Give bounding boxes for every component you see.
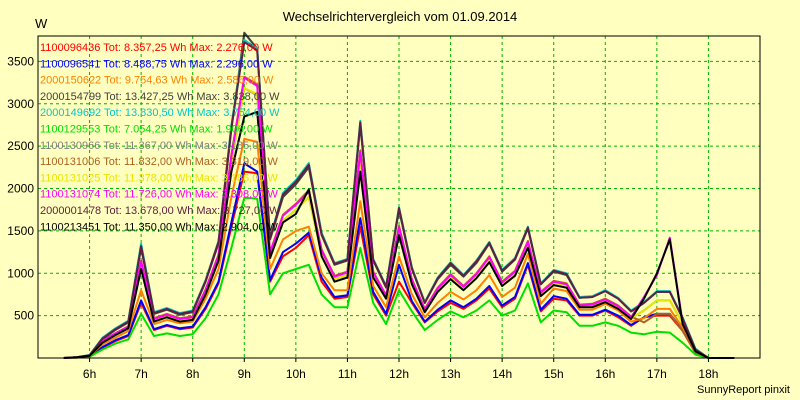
y-tick-label: 500 [14,309,34,323]
grid-lines [38,36,760,358]
legend-entry-1100131025: 1100131025 Tot: 11.378,00 Wh Max: 3.186,… [40,172,279,184]
legend-entry-1100129553: 1100129553 Tot: 7.054,25 Wh Max: 1.906,0… [40,124,273,136]
x-tick-label: 15h [544,367,564,381]
series-line-1100096541 [63,162,735,359]
legend-entry-1100096541: 1100096541 Tot: 8.488,75 Wh Max: 2.296,0… [40,58,273,70]
legend-entry-1100130966: 1100130966 Tot: 11.367,00 Wh Max: 3.185,… [40,140,279,152]
x-tick-label: 16h [595,367,615,381]
legend: 1100096436 Tot: 8.357,25 Wh Max: 2.276,0… [40,42,280,233]
legend-entry-1100213451: 1100213451 Tot: 11.350,00 Wh Max: 2.904,… [40,221,279,233]
x-axis-ticks: 6h 7h 8h 9h 10h 11h 12h 13h 14h 15h 16h 17h 18h [83,358,718,381]
chart-title: Wechselrichtervergleich vom 01.09.2014 [282,9,518,24]
y-tick-label: 2000 [7,182,34,196]
legend-entry-2000149692: 2000149692 Tot: 13.830,50 Wh Max: 3.754,… [40,107,280,119]
x-tick-label: 14h [492,367,512,381]
series-lines [63,31,735,359]
y-axis-ticks: 500 1000 1500 2000 2500 3000 3500 [7,54,34,322]
y-axis-unit: W [35,16,48,31]
legend-entry-1100131074: 1100131074 Tot: 11.726,00 Wh Max: 3.308,… [40,189,279,201]
series-line-1100129553 [63,196,735,359]
x-tick-label: 6h [83,367,96,381]
series-line-1100213451 [63,110,735,359]
credit-label: SunnyReport pinxit [697,384,790,396]
series-line-2000001478 [63,41,735,359]
series-line-1100131074 [63,76,735,359]
x-tick-label: 8h [186,367,199,381]
y-tick-label: 1000 [7,266,34,280]
y-tick-label: 2500 [7,139,34,153]
legend-entry-1100096436: 1100096436 Tot: 8.357,25 Wh Max: 2.276,0… [40,42,273,54]
x-tick-label: 13h [441,367,461,381]
legend-entry-2000154799: 2000154799 Tot: 13.427,25 Wh Max: 3.838,… [40,91,280,103]
x-tick-label: 7h [134,367,147,381]
plot-frame [37,35,761,359]
legend-entry-1100131006: 1100131006 Tot: 11.832,00 Wh Max: 3.319,… [40,156,279,168]
y-tick-label: 3500 [7,54,34,68]
x-tick-label: 11h [338,367,357,381]
x-tick-label: 10h [286,367,306,381]
legend-entry-2000150622: 2000150622 Tot: 9.754,63 Wh Max: 2.586,0… [40,75,274,87]
x-tick-label: 12h [389,367,409,381]
x-tick-label: 9h [238,367,251,381]
x-tick-label: 17h [647,367,667,381]
legend-entry-2000001478: 2000001478 Tot: 13.678,00 Wh Max: 3.727,… [40,205,280,217]
y-tick-label: 3000 [7,97,34,111]
y-tick-label: 1500 [7,224,34,238]
series-line-2000150622 [63,137,735,359]
x-tick-label: 18h [698,367,718,381]
